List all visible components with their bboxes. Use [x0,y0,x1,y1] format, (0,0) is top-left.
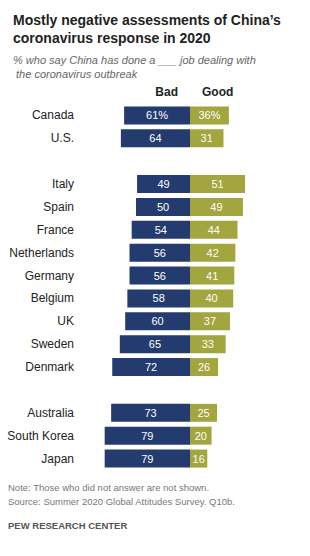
svg-text:Good: Good [202,85,233,99]
svg-text:the coronavirus outbreak: the coronavirus outbreak [13,68,138,80]
svg-text:60: 60 [151,315,163,327]
svg-text:51: 51 [211,178,223,190]
svg-text:Spain: Spain [43,200,74,214]
svg-text:South Korea: South Korea [7,429,74,443]
svg-text:50: 50 [157,201,169,213]
svg-text:UK: UK [57,314,74,328]
svg-text:Belgium: Belgium [31,291,74,305]
svg-text:Source: Summer 2020 Global Att: Source: Summer 2020 Global Attitudes Sur… [8,496,235,507]
svg-text:72: 72 [145,361,157,373]
svg-text:31: 31 [201,132,213,144]
svg-text:16: 16 [193,453,205,465]
svg-text:64: 64 [149,132,161,144]
svg-text:U.S.: U.S. [51,131,74,145]
svg-text:Mostly negative assessments of: Mostly negative assessments of China’s [13,12,285,28]
svg-text:26: 26 [198,361,210,373]
svg-text:79: 79 [141,430,153,442]
svg-text:Netherlands: Netherlands [9,246,74,260]
svg-text:54: 54 [155,224,167,236]
svg-text:36%: 36% [198,109,220,121]
svg-text:France: France [37,223,75,237]
svg-text:44: 44 [208,224,220,236]
svg-text:20: 20 [195,430,207,442]
svg-text:coronavirus response in 2020: coronavirus response in 2020 [13,30,211,46]
svg-text:56: 56 [154,247,166,259]
svg-text:Germany: Germany [25,269,74,283]
svg-text:42: 42 [207,247,219,259]
svg-text:Australia: Australia [27,406,74,420]
svg-text:Canada: Canada [32,108,74,122]
svg-text:37: 37 [204,315,216,327]
svg-text:49: 49 [210,201,222,213]
svg-text:79: 79 [141,453,153,465]
svg-text:Bad: Bad [155,85,178,99]
svg-text:56: 56 [154,270,166,282]
svg-text:PEW RESEARCH CENTER: PEW RESEARCH CENTER [8,520,127,531]
svg-text:% who say China has done a ___: % who say China has done a ___ job deali… [13,54,256,66]
svg-text:Italy: Italy [52,177,74,191]
svg-text:Sweden: Sweden [31,337,74,351]
svg-text:Denmark: Denmark [25,360,75,374]
svg-text:73: 73 [144,407,156,419]
svg-text:49: 49 [157,178,169,190]
svg-text:65: 65 [149,338,161,350]
svg-text:Japan: Japan [41,452,74,466]
svg-text:61%: 61% [146,109,168,121]
svg-text:25: 25 [197,407,209,419]
svg-text:Note: Those who did not answer: Note: Those who did not answer are not s… [8,482,209,493]
svg-text:33: 33 [202,338,214,350]
svg-text:58: 58 [153,292,165,304]
svg-text:40: 40 [205,292,217,304]
svg-text:41: 41 [206,270,218,282]
